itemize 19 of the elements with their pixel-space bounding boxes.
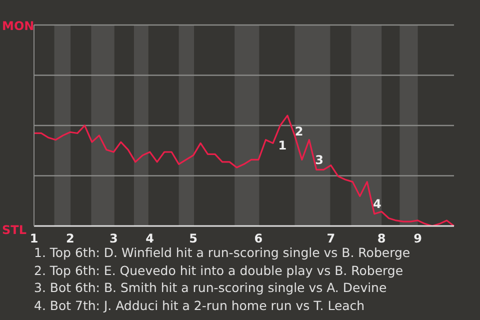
text: 1. Top 6th: D. Winfield hit a run-scoring single vs B. Roberge <box>34 244 410 262</box>
x-tick-label: 4 <box>146 232 154 246</box>
x-tick-label: 3 <box>109 232 118 246</box>
x-tick-label: 1 <box>30 232 38 246</box>
text: 4. Bot 7th: J. Adduci hit a 2-run home run vs T. Leach <box>34 296 366 314</box>
text: STL <box>2 223 27 237</box>
annotation: 2 <box>294 124 304 138</box>
x-tick-label: 2 <box>66 232 74 246</box>
annotation: 4 <box>373 197 382 212</box>
x-tick-label: 6 <box>254 232 263 246</box>
text: 2. Top 6th: E. Quevedo hit into a double play vs B. Roberge <box>34 262 404 279</box>
x-tick-label: 9 <box>414 232 422 246</box>
text: 3. Bot 6th: B. Smith hit a run-scoring single vs A. Devine <box>34 279 388 296</box>
annotation: 1 <box>278 138 287 153</box>
x-tick-label: 8 <box>377 232 386 246</box>
x-tick-label: 5 <box>189 232 198 246</box>
x-tick-label: 7 <box>326 232 336 246</box>
annotation: 3 <box>315 152 324 167</box>
text: MON <box>2 19 34 33</box>
